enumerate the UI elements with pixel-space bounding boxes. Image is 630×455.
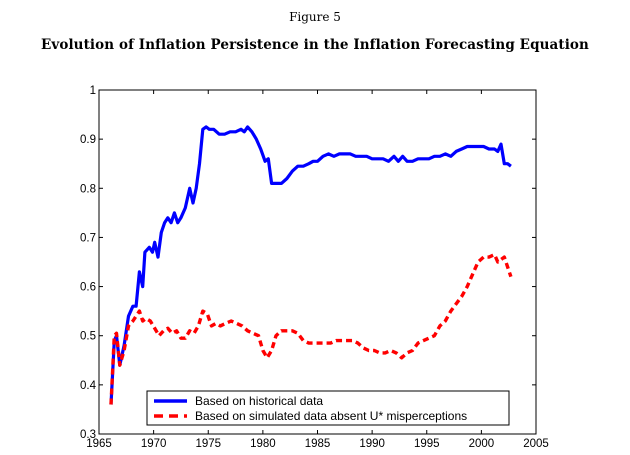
plot-frame — [98, 89, 537, 435]
y-tick-label: 0.3 — [80, 429, 96, 441]
x-tick-label: 1995 — [414, 438, 440, 450]
x-tick-label: 1980 — [250, 438, 276, 450]
x-tick-label: 1990 — [359, 438, 385, 450]
x-tick-label: 1985 — [305, 438, 331, 450]
legend-box — [146, 390, 510, 426]
x-tick-label: 2000 — [469, 438, 495, 450]
series-line-historical — [109, 125, 512, 405]
y-tick-label: 0.9 — [80, 134, 96, 146]
series-line-simulated — [109, 252, 513, 405]
x-tick-label: 2005 — [523, 438, 549, 450]
y-tick-label: 0.6 — [80, 282, 96, 294]
figure-label: Figure 5 — [289, 10, 341, 24]
y-tick-label: 1 — [90, 85, 96, 97]
axes: 1965 1970 1975 1980 1985 1990 1995 2000 2005 0.3 0… — [80, 85, 549, 450]
x-tick-label: 1975 — [195, 438, 221, 450]
x-tick-label: 1965 — [86, 438, 112, 450]
series-layer — [109, 125, 513, 405]
y-tick-label: 0.8 — [80, 183, 96, 195]
y-tick-label: 0.4 — [80, 380, 97, 392]
y-tick-label: 0.7 — [80, 232, 96, 244]
y-tick-label: 0.5 — [80, 331, 96, 343]
legend-label-simulated: Based on simulated data absent U* misper… — [195, 409, 467, 423]
legend-label-historical: Based on historical data — [195, 394, 323, 408]
x-tick-label: 1970 — [141, 438, 167, 450]
figure-title: Evolution of Inflation Persistence in th… — [41, 37, 589, 53]
